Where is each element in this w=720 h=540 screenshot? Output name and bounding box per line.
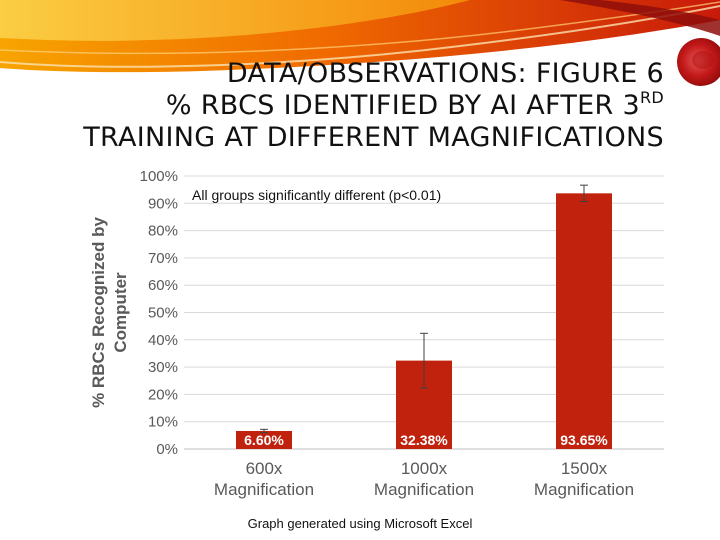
title-line-3: TRAINING AT DIFFERENT MAGNIFICATIONS bbox=[83, 122, 664, 153]
title-superscript: RD bbox=[639, 88, 664, 107]
footer-caption: Graph generated using Microsoft Excel bbox=[247, 516, 473, 531]
data-label: 93.65% bbox=[560, 432, 608, 448]
y-axis-ticks: 0% 10% 20% 30% 40% 50% 60% 70% 80% 90% 100% bbox=[140, 168, 178, 458]
title-line-2-text: % RBCS IDENTIFIED BY AI AFTER 3 bbox=[165, 90, 640, 121]
x-category-label: Magnification bbox=[534, 480, 634, 499]
y-tick-label: 50% bbox=[148, 305, 178, 322]
title-line-2: % RBCS IDENTIFIED BY AI AFTER 3RD bbox=[64, 90, 664, 122]
y-tick-label: 100% bbox=[140, 168, 178, 185]
data-label: 6.60% bbox=[244, 432, 284, 448]
x-category-label: 1000x bbox=[401, 459, 448, 478]
red-blood-cell-icon bbox=[677, 38, 720, 86]
data-label: 32.38% bbox=[400, 432, 448, 448]
y-tick-label: 30% bbox=[148, 359, 178, 376]
data-labels: 6.60% 32.38% 93.65% bbox=[244, 432, 608, 448]
y-axis-label: % RBCs Recognized by Computer bbox=[89, 217, 130, 408]
bar bbox=[556, 193, 612, 449]
x-axis-categories: 600x Magnification 1000x Magnification 1500x… bbox=[214, 459, 634, 499]
y-axis-label-line: % RBCs Recognized by bbox=[89, 217, 108, 408]
error-bars bbox=[260, 184, 588, 434]
x-category-label: 1500x bbox=[561, 459, 608, 478]
y-tick-label: 60% bbox=[148, 277, 178, 294]
y-tick-label: 20% bbox=[148, 386, 178, 403]
y-tick-label: 40% bbox=[148, 332, 178, 349]
title-line-1: DATA/OBSERVATIONS: FIGURE 6 bbox=[226, 58, 664, 89]
x-category-label: Magnification bbox=[214, 480, 314, 499]
y-axis-label-line: Computer bbox=[111, 272, 130, 353]
header-swoosh bbox=[0, 0, 720, 73]
y-tick-label: 70% bbox=[148, 250, 178, 267]
bar bbox=[236, 430, 292, 449]
bars bbox=[236, 193, 612, 449]
y-tick-label: 10% bbox=[148, 414, 178, 431]
chart-annotation: All groups significantly different (p<0.… bbox=[192, 187, 441, 203]
x-category-label: Magnification bbox=[374, 480, 474, 499]
y-tick-label: 0% bbox=[156, 441, 178, 458]
y-tick-label: 90% bbox=[148, 195, 178, 212]
slide-title: DATA/OBSERVATIONS: FIGURE 6 % RBCS IDENT… bbox=[64, 58, 664, 154]
y-tick-label: 80% bbox=[148, 223, 178, 240]
x-category-label: 600x bbox=[246, 459, 283, 478]
